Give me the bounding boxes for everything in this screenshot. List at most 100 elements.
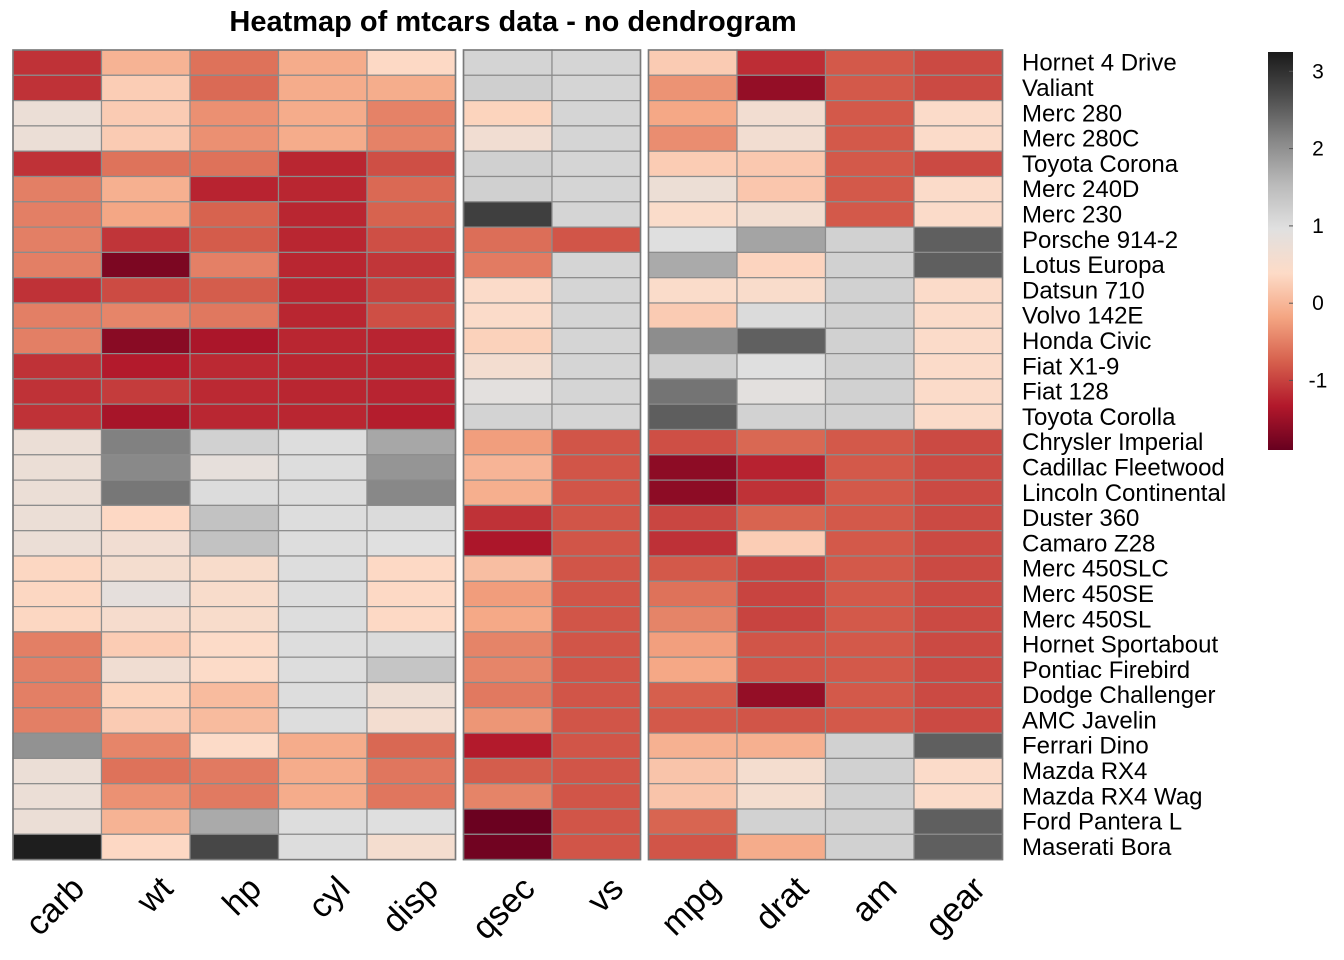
heatmap-cell (462, 757, 553, 785)
heatmap-cell (100, 580, 191, 608)
heatmap-cell (12, 479, 103, 507)
heatmap-cell (12, 226, 103, 254)
chart-title: Heatmap of mtcars data - no dendrogram (229, 6, 796, 38)
heatmap-cell (12, 428, 103, 456)
heatmap-cell (189, 251, 280, 279)
heatmap-cell (277, 631, 368, 658)
heatmap-cell (366, 757, 457, 785)
heatmap-cell (736, 49, 827, 76)
heatmap-cell (913, 833, 1004, 861)
row-label: Mazda RX4 Wag (1022, 783, 1203, 810)
heatmap-cell (462, 504, 553, 532)
heatmap-cell (189, 125, 280, 152)
heatmap-cell (462, 150, 553, 178)
heatmap-cell (189, 783, 280, 810)
row-label: Lincoln Continental (1022, 480, 1226, 507)
heatmap-cell (824, 302, 915, 329)
legend-tick-label: 1 (1312, 215, 1324, 238)
heatmap-cell (189, 530, 280, 557)
heatmap-cell (824, 277, 915, 304)
heatmap-cell (462, 530, 553, 557)
row-label: Merc 450SLC (1022, 556, 1169, 583)
heatmap-cell (462, 251, 553, 279)
heatmap-cell (277, 99, 368, 127)
heatmap-cell (647, 504, 738, 532)
heatmap-cell (736, 277, 827, 304)
heatmap-cell (100, 403, 191, 431)
heatmap-cell (100, 251, 191, 279)
heatmap-cell (551, 49, 642, 76)
heatmap-cell (462, 732, 553, 759)
heatmap-cell (913, 732, 1004, 759)
heatmap-cell (277, 302, 368, 329)
heatmap-cell (913, 479, 1004, 507)
heatmap-cell (100, 99, 191, 127)
color-legend: -1 0 1 2 3 (1268, 52, 1327, 450)
heatmap-cell (824, 530, 915, 557)
heatmap-cell (551, 277, 642, 304)
heatmap-cell (100, 605, 191, 633)
heatmap-cell (913, 631, 1004, 658)
heatmap-cell (647, 631, 738, 658)
heatmap-cell (12, 783, 103, 810)
heatmap-cell (189, 327, 280, 355)
heatmap-cell (551, 783, 642, 810)
heatmap-cell (824, 251, 915, 279)
heatmap-cell (736, 428, 827, 456)
heatmap-cell (913, 74, 1004, 102)
heatmap-cell (277, 378, 368, 405)
heatmap-cell (100, 783, 191, 810)
heatmap-cell (736, 175, 827, 203)
heatmap-cell (189, 277, 280, 304)
heatmap-cell (551, 226, 642, 254)
heatmap-cell (189, 150, 280, 178)
heatmap-cell (647, 707, 738, 734)
heatmap-cell (189, 49, 280, 76)
heatmap-cell (366, 631, 457, 658)
heatmap-cell (736, 302, 827, 329)
heatmap-cell (100, 428, 191, 456)
heatmap-cell (824, 833, 915, 861)
heatmap-cell (647, 175, 738, 203)
heatmap-cell (647, 580, 738, 608)
heatmap-cell (366, 226, 457, 254)
heatmap-cell (189, 302, 280, 329)
heatmap-cell (647, 302, 738, 329)
heatmap-cell (913, 428, 1004, 456)
heatmap-cell (189, 580, 280, 608)
heatmap-cell (824, 504, 915, 532)
heatmap-cell (551, 327, 642, 355)
heatmap-cell (824, 732, 915, 759)
row-label: Duster 360 (1022, 505, 1139, 532)
heatmap-cell (736, 226, 827, 254)
heatmap-cell (100, 353, 191, 380)
heatmap-cell (366, 707, 457, 734)
heatmap-cell (189, 454, 280, 481)
heatmap-cell (736, 631, 827, 658)
heatmap-cell (12, 49, 103, 76)
heatmap-cell (277, 605, 368, 633)
heatmap-cell (824, 631, 915, 658)
heatmap-cell (647, 808, 738, 835)
heatmap-cell (12, 580, 103, 608)
heatmap-cell (736, 530, 827, 557)
heatmap-cell (551, 656, 642, 684)
heatmap-cell (913, 605, 1004, 633)
heatmap-cell (366, 605, 457, 633)
heatmap-cell (100, 302, 191, 329)
heatmap-cell (12, 353, 103, 380)
heatmap-cell (277, 125, 368, 152)
heatmap-cell (12, 201, 103, 228)
heatmap-cell (551, 125, 642, 152)
heatmap-cell (462, 403, 553, 431)
heatmap-cell (736, 707, 827, 734)
row-label: Datsun 710 (1022, 277, 1145, 304)
heatmap-cell (824, 74, 915, 102)
heatmap-cell (462, 74, 553, 102)
heatmap-cell (551, 302, 642, 329)
row-label: Mazda RX4 (1022, 758, 1147, 785)
heatmap-cell (366, 125, 457, 152)
heatmap-cell (462, 49, 553, 76)
column-label: gear (918, 869, 993, 944)
row-label: Merc 450SL (1022, 606, 1151, 633)
